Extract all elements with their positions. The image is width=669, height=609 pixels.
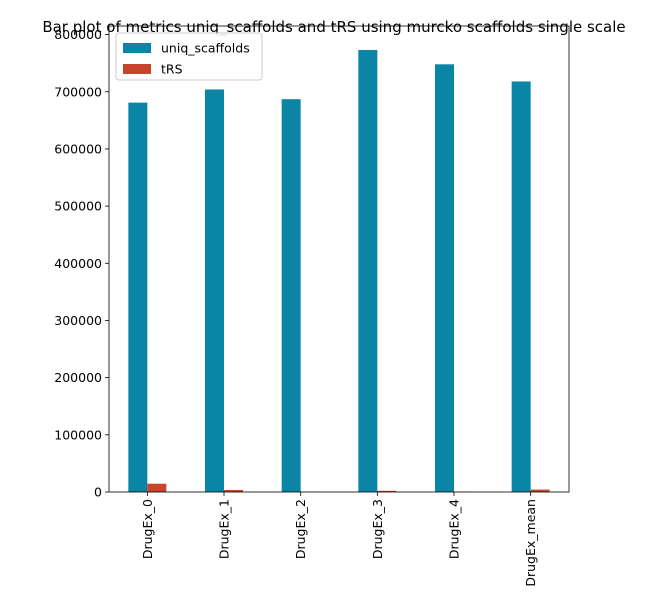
bar-uniq_scaffolds-DrugEx_0 <box>128 102 148 492</box>
y-tick-label: 300000 <box>54 313 102 328</box>
x-tick-label: DrugEx_2 <box>293 499 308 559</box>
y-tick-label: 600000 <box>54 141 102 156</box>
bar-tRS-DrugEx_0 <box>147 483 167 492</box>
x-tick-label: DrugEx_3 <box>370 499 385 559</box>
y-tick-label: 500000 <box>54 199 102 214</box>
bar-uniq_scaffolds-DrugEx_1 <box>205 89 224 493</box>
chart-title: Bar plot of metrics uniq_scaffolds and t… <box>42 18 625 37</box>
bar-uniq_scaffolds-DrugEx_4 <box>435 64 454 492</box>
bars-group <box>128 50 550 493</box>
bar-tRS-DrugEx_1 <box>224 489 243 492</box>
x-tick-label: DrugEx_4 <box>447 499 462 559</box>
bar-uniq_scaffolds-DrugEx_2 <box>281 99 301 492</box>
legend: uniq_scaffolds tRS <box>115 32 263 81</box>
bar-uniq_scaffolds-DrugEx_mean <box>511 81 531 492</box>
y-tick-label: 200000 <box>54 370 102 385</box>
y-axis: 0 100000 200000 300000 400000 500000 600000 700… <box>54 27 109 500</box>
plot-frame <box>108 25 570 493</box>
bar-uniq_scaffolds-DrugEx_3 <box>358 50 378 493</box>
y-tick-label: 100000 <box>54 427 102 442</box>
bar-tRS-DrugEx_mean <box>530 489 550 492</box>
y-tick-label: 800000 <box>54 27 102 42</box>
legend-swatch-tRS <box>123 64 151 74</box>
y-tick-label: 700000 <box>54 84 102 99</box>
bar-tRS-DrugEx_3 <box>377 490 397 492</box>
legend-label-uniq_scaffolds: uniq_scaffolds <box>161 41 250 56</box>
x-axis: DrugEx_0 DrugEx_1 DrugEx_2 DrugEx_3 DrugEx_4… <box>140 492 538 587</box>
x-tick-label: DrugEx_0 <box>140 499 155 559</box>
legend-box <box>115 32 263 81</box>
y-tick-label: 400000 <box>54 256 102 271</box>
legend-label-tRS: tRS <box>161 62 183 77</box>
x-tick-label: DrugEx_1 <box>217 499 232 559</box>
x-tick-label: DrugEx_mean <box>523 499 538 587</box>
y-tick-label: 0 <box>94 485 102 500</box>
legend-swatch-uniq_scaffolds <box>123 43 151 53</box>
